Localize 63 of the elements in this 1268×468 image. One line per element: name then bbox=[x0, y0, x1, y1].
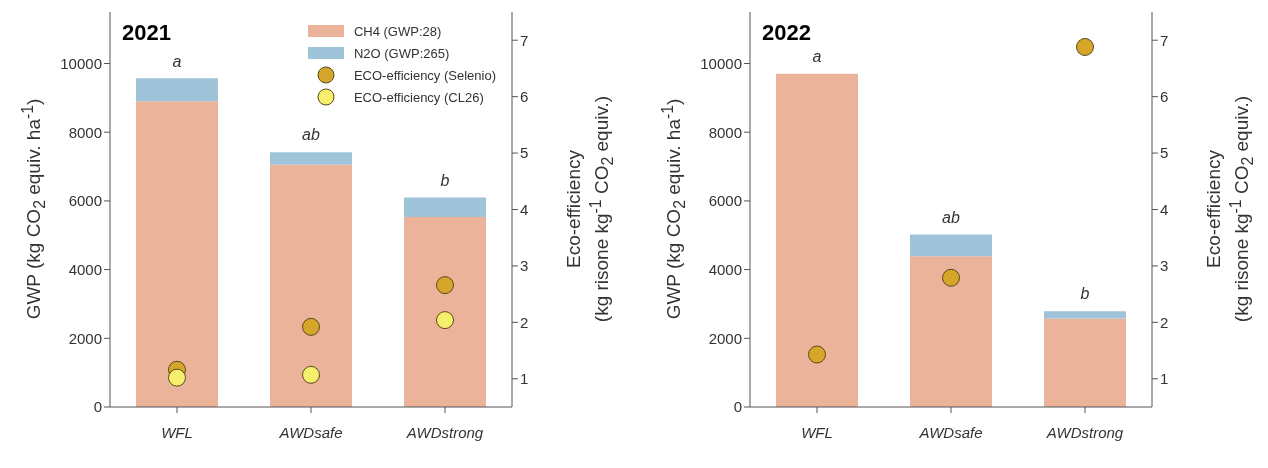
point bbox=[302, 365, 320, 384]
annotation: ab bbox=[942, 208, 960, 226]
legend-label: N2O (GWP:265) bbox=[353, 45, 450, 61]
bar bbox=[136, 78, 218, 102]
y2-tick-label: 7 bbox=[1160, 31, 1169, 49]
y2-tick-label: 4 bbox=[1160, 200, 1169, 218]
y-tick-label: 10000 bbox=[700, 54, 742, 72]
y2-tick-label: 1 bbox=[1160, 370, 1169, 388]
y-tick-label: 2000 bbox=[68, 329, 102, 347]
bar bbox=[1044, 311, 1126, 319]
y2-tick-label: 2 bbox=[520, 313, 529, 331]
bar bbox=[136, 101, 218, 407]
x-tick-label: AWDsafe bbox=[278, 423, 343, 441]
bar bbox=[404, 217, 486, 407]
legend-label: CH4 (GWP:28) bbox=[353, 23, 442, 39]
bar bbox=[270, 164, 352, 407]
annotation: a bbox=[172, 52, 182, 70]
point bbox=[436, 311, 454, 330]
y2-tick-label: 1 bbox=[520, 370, 529, 388]
y2-tick-label: 5 bbox=[520, 144, 529, 162]
legend-label: ECO-efficiency (CL26) bbox=[353, 89, 484, 105]
y-tick-label: 4000 bbox=[708, 260, 742, 278]
point bbox=[436, 276, 454, 295]
annotation: b bbox=[1080, 285, 1090, 303]
legend-label: ECO-efficiency (Selenio) bbox=[353, 67, 496, 83]
bar bbox=[1044, 318, 1126, 407]
chart-title: 2021 bbox=[122, 20, 171, 45]
bar bbox=[910, 256, 992, 407]
y-tick-label: 2000 bbox=[708, 329, 742, 347]
chart-title: 2022 bbox=[762, 20, 811, 45]
y2-tick-label: 4 bbox=[520, 200, 529, 218]
y-tick-label: 0 bbox=[93, 398, 102, 416]
y2-tick-label: 6 bbox=[520, 87, 529, 105]
bar bbox=[910, 234, 992, 257]
annotation: ab bbox=[302, 126, 320, 144]
y-tick-label: 8000 bbox=[68, 123, 102, 141]
annotation: a bbox=[812, 48, 822, 66]
bar bbox=[404, 197, 486, 218]
bar bbox=[270, 152, 352, 165]
y-tick-label: 8000 bbox=[708, 123, 742, 141]
y-tick-label: 6000 bbox=[68, 192, 102, 210]
x-tick-label: WFL bbox=[801, 423, 833, 441]
x-tick-label: AWDsafe bbox=[918, 423, 983, 441]
y2-tick-label: 3 bbox=[520, 257, 529, 275]
point bbox=[1076, 37, 1094, 56]
y2-tick-label: 7 bbox=[520, 31, 529, 49]
y2-tick-label: 6 bbox=[1160, 87, 1169, 105]
y-tick-label: 0 bbox=[733, 398, 742, 416]
x-tick-label: AWDstrong bbox=[405, 423, 484, 441]
x-tick-label: AWDstrong bbox=[1045, 423, 1124, 441]
y-tick-label: 6000 bbox=[708, 192, 742, 210]
y-tick-label: 4000 bbox=[68, 260, 102, 278]
annotation: b bbox=[440, 171, 450, 189]
point bbox=[302, 317, 320, 336]
y-tick-label: 10000 bbox=[60, 54, 102, 72]
y2-tick-label: 5 bbox=[1160, 144, 1169, 162]
x-tick-label: WFL bbox=[161, 423, 193, 441]
y2-tick-label: 2 bbox=[1160, 313, 1169, 331]
point bbox=[808, 345, 826, 364]
point bbox=[942, 268, 960, 287]
y2-tick-label: 3 bbox=[1160, 257, 1169, 275]
bar bbox=[776, 73, 858, 407]
point bbox=[168, 368, 186, 387]
